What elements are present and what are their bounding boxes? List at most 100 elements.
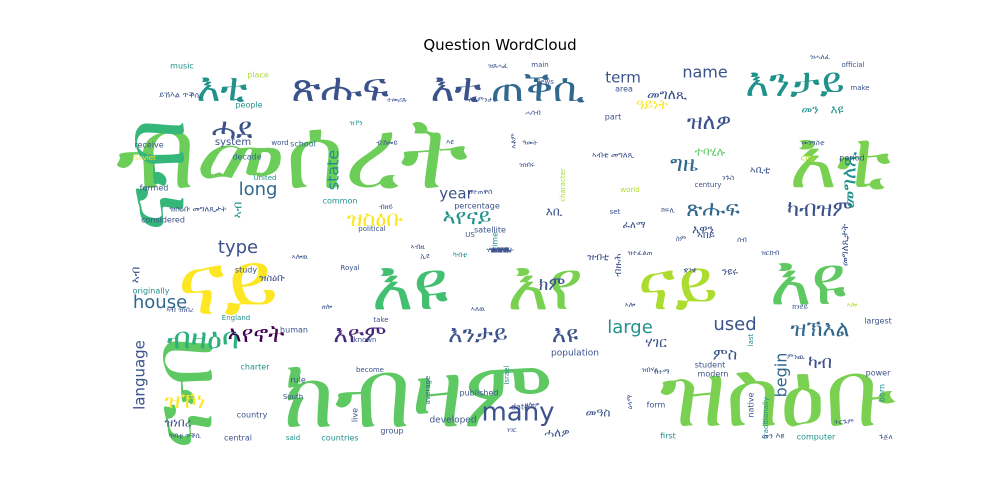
word-30: ዝኽእል (791, 317, 850, 342)
word-155: ኢዩ (420, 252, 430, 260)
word-71: school (290, 140, 316, 149)
word-128: United (254, 174, 277, 182)
word-17: ብዛዕባ (167, 322, 239, 357)
word-36: used (713, 314, 756, 335)
word-118: percentage (454, 202, 500, 211)
word-106: last (747, 333, 755, 346)
word-162: ዝተፈልጠ (627, 249, 652, 257)
word-16: ሓደ (212, 112, 254, 147)
word-136: ኣብ ዝነበረ (166, 306, 194, 314)
word-63: ዝስዕቡ (259, 273, 285, 284)
word-61: ፈለማ (622, 220, 645, 231)
word-52: እቢ (546, 205, 563, 219)
word-65: ዝብቲ (587, 252, 609, 263)
word-55: ሓለዎ (544, 426, 569, 440)
word-68: people (235, 101, 262, 110)
word-116: make (850, 84, 869, 92)
word-139: ነገር (507, 426, 517, 434)
word-157: እዩ (446, 138, 454, 146)
word-41: language (131, 340, 149, 410)
word-137: ዝጸሓፈ (488, 62, 509, 70)
word-175: ዝመጸ (491, 246, 509, 255)
word-141: ንጉስ (722, 174, 734, 182)
word-172: ትርጉም (834, 418, 854, 426)
word-84: central (224, 434, 252, 443)
word-40: year (439, 185, 473, 203)
word-34: long (239, 179, 278, 200)
word-26: ኣየናይ (443, 205, 492, 230)
word-142: ክፍሊ (661, 206, 675, 214)
word-100: form (647, 401, 666, 410)
word-138: ዝተጠቐሰ (468, 188, 492, 196)
word-152: ስለምንታይ (469, 96, 498, 104)
word-75: formed (140, 184, 169, 193)
word-38: name (682, 63, 727, 82)
word-62: መግለጺታት (840, 224, 851, 266)
word-7: ክብዛም (283, 337, 553, 449)
word-46: ምስ (713, 345, 737, 364)
word-159: ካብቲ (453, 251, 467, 259)
word-176: ፈለማ (491, 246, 510, 255)
word-178: ሃይማኖት (486, 246, 514, 255)
word-25: ዝስዕቡ (347, 207, 404, 232)
word-90: developed (429, 416, 476, 426)
word-57: ኣብ (129, 267, 143, 284)
word-60: ብዙሕ (613, 253, 624, 276)
word-4: እየ (507, 244, 583, 326)
word-42: begin (772, 353, 791, 398)
word-113: Jews (537, 78, 554, 86)
chart-title: Question WordCloud (423, 36, 577, 54)
word-144: ብዘይ (379, 203, 393, 211)
word-109: century (695, 181, 722, 189)
word-147: ዘሎ (322, 303, 333, 311)
word-153: ተመሪጹ (387, 96, 408, 104)
word-81: charter (240, 363, 270, 372)
word-99: born (878, 384, 887, 402)
word-119: time (491, 232, 500, 250)
word-179: ዝሰርሕ (489, 246, 511, 255)
word-108: period (839, 154, 864, 163)
word-127: common (323, 197, 358, 206)
word-78: study (235, 266, 257, 275)
word-112: part (605, 113, 621, 122)
word-180: ዝበለጸ (490, 246, 510, 255)
word-121: set (610, 208, 621, 216)
word-171: ጉጅለ (879, 433, 892, 441)
word-29: ዝኾነ (165, 389, 206, 414)
word-59: ንዩሩ (722, 267, 738, 278)
word-70: place (247, 71, 269, 80)
word-140: ሓሳብ (525, 109, 541, 117)
word-58: ኣብ (231, 202, 245, 219)
word-33: type (218, 237, 258, 258)
word-115: official (841, 61, 864, 69)
word-43: ካብ (808, 352, 832, 373)
word-10: ናብ (132, 337, 232, 450)
word-168: ምንጪ (787, 353, 805, 361)
word-53: እዋን (692, 223, 714, 237)
word-44: ክም (539, 274, 566, 295)
word-95: population (551, 349, 599, 359)
word-117: satellite (474, 226, 506, 235)
word-14: ጠቕሲ (491, 65, 585, 111)
word-94: Israel (503, 365, 511, 384)
word-92: average (424, 376, 432, 405)
word-48: እዩ (830, 103, 843, 117)
word-39: term (605, 69, 641, 87)
word-23: ዝለዎ (687, 110, 731, 135)
word-110: world (620, 186, 639, 194)
word-77: originally (133, 287, 170, 296)
word-165: ስም (676, 235, 687, 243)
word-103: computer (797, 433, 836, 442)
word-125: become (356, 366, 384, 374)
word-150: ዝበሃል (642, 366, 659, 374)
word-164: ሰብ (737, 236, 747, 244)
word-177: ታሪኽ (492, 246, 509, 255)
word-170: ኣሎ (847, 301, 858, 309)
word-130: word (271, 139, 288, 147)
word-20: እንታይ (448, 320, 508, 348)
word-67: system (215, 137, 251, 148)
word-122: political (358, 225, 385, 233)
word-2: ናይ (178, 232, 279, 335)
word-102: native (747, 392, 756, 417)
word-104: traditionally (762, 397, 770, 439)
